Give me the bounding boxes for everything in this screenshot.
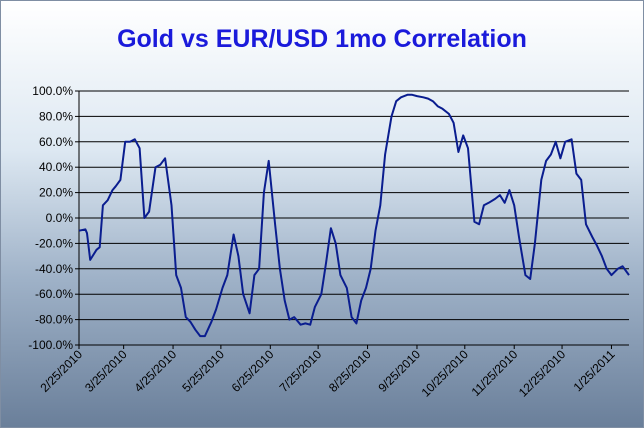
y-tick-label: 80.0% [39, 109, 73, 123]
series-line [78, 93, 630, 338]
y-tick-label: 100.0% [32, 84, 73, 98]
y-tick-label: 60.0% [39, 135, 73, 149]
y-tick-label: 40.0% [39, 160, 73, 174]
x-tick-label: 5/25/2010 [179, 347, 227, 395]
x-tick-label: 7/25/2010 [277, 347, 325, 395]
x-tick-label: 1/25/2011 [571, 347, 618, 394]
x-tick-label: 4/25/2010 [132, 347, 180, 395]
y-tick-label: -60.0% [35, 287, 73, 301]
x-tick-label: 6/25/2010 [229, 347, 277, 395]
x-tick-label: 12/25/2010 [516, 347, 569, 400]
x-tick-label: 8/25/2010 [326, 347, 374, 395]
y-tick-label: 20.0% [39, 186, 73, 200]
y-tick-label: -80.0% [35, 313, 73, 327]
y-axis-tick-labels: 100.0% 80.0% 60.0% 40.0% 20.0% 0.0% -20.0% -40.… [28, 84, 73, 352]
y-tick-label: 0.0% [46, 211, 74, 225]
y-tick-label: -20.0% [35, 236, 73, 250]
y-tick-label: -100.0% [28, 338, 73, 352]
series-layer [78, 93, 630, 338]
chart-title: Gold vs EUR/USD 1mo Correlation [117, 25, 527, 53]
x-tick-label: 10/25/2010 [419, 347, 472, 400]
x-tick-label: 9/25/2010 [375, 347, 423, 395]
x-tick-label: 11/25/2010 [469, 347, 521, 399]
y-tick-label: -40.0% [35, 262, 73, 276]
gridlines [75, 90, 629, 346]
x-tick-label: 2/25/2010 [37, 347, 85, 395]
x-tick-label: 3/25/2010 [82, 347, 130, 395]
